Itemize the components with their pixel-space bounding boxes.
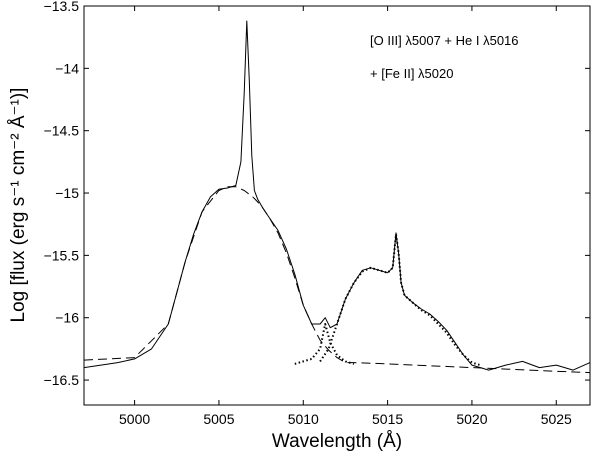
y-tick-label: −15.5 xyxy=(44,247,80,263)
series-line-1-solid xyxy=(83,20,591,371)
y-tick-label: −13.5 xyxy=(44,0,80,14)
x-tick-label: 5015 xyxy=(372,411,403,427)
x-tick-label: 5010 xyxy=(288,411,319,427)
y-tick-label: −16 xyxy=(55,310,79,326)
series-group xyxy=(83,20,591,374)
annotation-line-1: [O III] λ5007 + He I λ5016 xyxy=(370,33,519,48)
x-tick-label: 5020 xyxy=(456,411,487,427)
y-tick-label: −16.5 xyxy=(44,372,80,388)
axis-ticks: 5000 5005 5010 5015 5020 5025 −13.5 −14 −14.5 −15… xyxy=(44,0,590,427)
plot-frame xyxy=(83,5,591,406)
y-tick-label: −14 xyxy=(55,60,79,76)
y-axis-title: Log [flux (erg s⁻¹ cm⁻² Å⁻¹)] xyxy=(8,88,29,323)
x-tick-label: 5025 xyxy=(541,411,572,427)
x-tick-label: 5000 xyxy=(119,411,150,427)
y-tick-label: −14.5 xyxy=(44,123,80,139)
x-axis-title: Wavelength (Å) xyxy=(272,431,402,452)
annotation-line-2: + [Fe II] λ5020 xyxy=(370,66,453,81)
series-line-2-dashed xyxy=(83,186,591,374)
x-tick-label: 5005 xyxy=(203,411,234,427)
y-tick-label: −15 xyxy=(55,185,79,201)
